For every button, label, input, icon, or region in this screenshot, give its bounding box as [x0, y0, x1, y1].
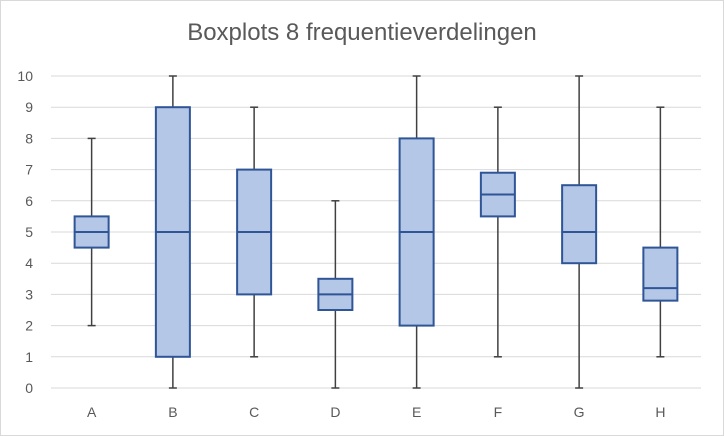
y-tick-label: 10 [17, 68, 33, 84]
y-tick-label: 9 [25, 99, 33, 115]
box-g [561, 184, 598, 265]
y-tick-label: 4 [25, 255, 33, 271]
x-tick-label: B [168, 404, 177, 420]
y-tick-label: 1 [25, 349, 33, 365]
x-tick-label: F [494, 404, 503, 420]
box-h [642, 246, 679, 302]
chart-title: Boxplots 8 frequentieverdelingen [187, 19, 537, 46]
y-tick-label: 8 [25, 130, 33, 146]
y-tick-label: 6 [25, 193, 33, 209]
y-tick-label: 0 [25, 380, 33, 396]
x-tick-label: E [412, 404, 421, 420]
x-tick-label: G [574, 404, 585, 420]
x-tick-label: D [330, 404, 340, 420]
y-tick-label: 2 [25, 318, 33, 334]
x-tick-label: C [249, 404, 259, 420]
y-tick-label: 3 [25, 286, 33, 302]
y-tick-label: 7 [25, 162, 33, 178]
y-tick-label: 5 [25, 224, 33, 240]
x-tick-label: A [87, 404, 97, 420]
x-tick-label: H [655, 404, 665, 420]
